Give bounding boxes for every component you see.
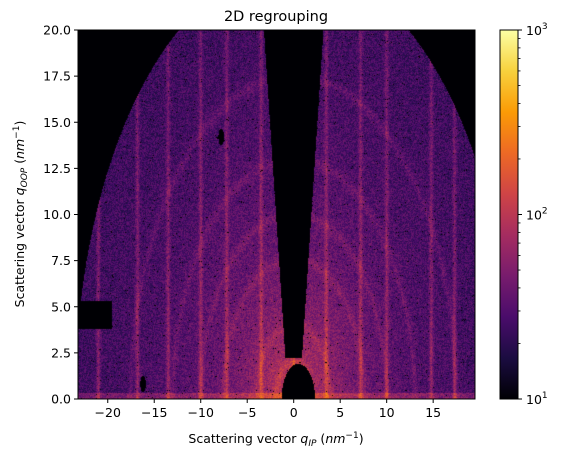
y-axis-label-var: q: [12, 187, 27, 195]
colorbar-tick-label: 102: [526, 207, 548, 223]
chart-title: 2D regrouping: [224, 9, 328, 25]
y-tick-label: 0.0: [51, 392, 71, 407]
colorbar: [499, 29, 519, 400]
x-axis-label-unit-open: (: [316, 431, 325, 446]
x-axis-label-unit-close: ): [359, 431, 364, 446]
x-axis-label-unit-sup: −1: [345, 431, 358, 441]
y-tick-label: 5.0: [51, 299, 71, 314]
y-tick-label: 2.5: [51, 345, 71, 360]
colorbar-tick-base: 10: [526, 23, 542, 38]
x-axis-label-main: Scattering vector: [188, 431, 300, 446]
x-tick-label: −15: [141, 405, 167, 420]
y-axis-label-main: Scattering vector: [12, 195, 27, 307]
y-axis-label-sub: OOP: [20, 167, 30, 187]
colorbar-tick-exp: 3: [542, 22, 548, 32]
x-tick-label: 10: [379, 405, 395, 420]
x-tick-label: 15: [425, 405, 441, 420]
y-axis-label-unit-close: ): [12, 121, 27, 126]
x-axis-label-sub: IP: [308, 439, 317, 449]
y-tick-label: 17.5: [43, 69, 71, 84]
x-tick-label: −20: [95, 405, 121, 420]
y-axis-ticks: 0.0 2.5 5.0 7.5 10.0 12.5 15.0 17.5 20.0: [43, 23, 78, 407]
x-axis-label-unit: nm: [325, 431, 345, 446]
x-axis-label-var: q: [300, 431, 308, 446]
x-tick-label: 0: [290, 405, 298, 420]
x-tick-label: −10: [188, 405, 214, 420]
colorbar-tick-label: 101: [526, 391, 548, 407]
colorbar-tick-exp: 1: [542, 391, 548, 401]
x-tick-label: 5: [336, 405, 344, 420]
colorbar-tick-base: 10: [526, 208, 542, 223]
colorbar-tick-exp: 2: [542, 207, 548, 217]
y-tick-label: 12.5: [43, 161, 71, 176]
heatmap-image: [78, 30, 475, 399]
colorbar-tick-label: 103: [526, 22, 548, 38]
y-axis-label-unit-sup: −1: [12, 126, 22, 139]
y-tick-label: 7.5: [51, 253, 71, 268]
y-tick-label: 20.0: [43, 23, 71, 38]
x-axis-ticks: −20 −15 −10 −5 0 5 10 15: [95, 399, 441, 420]
y-tick-label: 10.0: [43, 207, 71, 222]
colorbar-tick-base: 10: [526, 392, 542, 407]
y-axis-label: Scattering vector qOOP (nm−1): [12, 121, 30, 308]
y-axis-label-unit: nm: [12, 139, 27, 159]
y-tick-label: 15.0: [43, 115, 71, 130]
y-axis-label-unit-open: (: [12, 159, 27, 168]
x-axis-label: Scattering vector qIP (nm−1): [188, 431, 363, 449]
x-tick-label: −5: [238, 405, 256, 420]
